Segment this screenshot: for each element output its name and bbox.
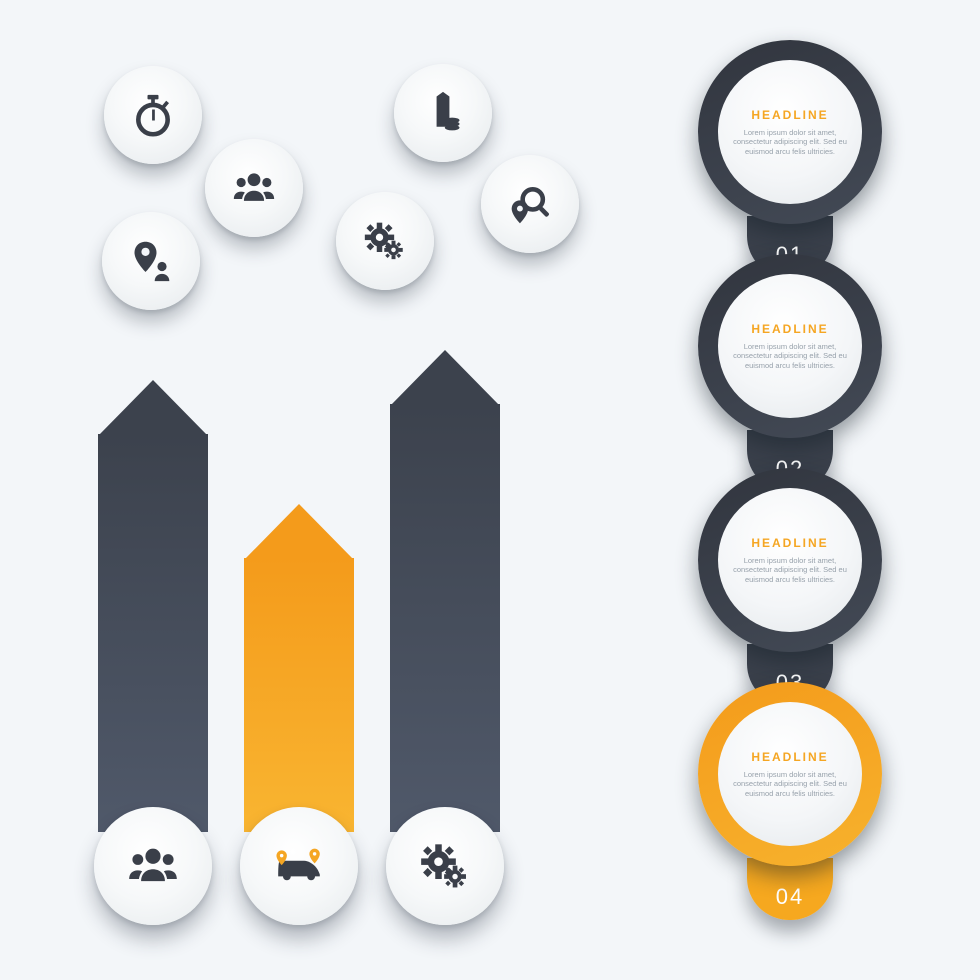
- timeline-number: 04: [776, 884, 804, 910]
- tower-coins-icon: [421, 91, 465, 135]
- timeline-inner: HEADLINE Lorem ipsum dolor sit amet, cons…: [718, 488, 862, 632]
- search-pin-icon: [508, 182, 552, 226]
- timeline-headline: HEADLINE: [751, 322, 828, 336]
- timeline-neck: 04: [747, 858, 833, 920]
- gears-icon: [363, 219, 407, 263]
- timeline-body: Lorem ipsum dolor sit amet, consectetur …: [731, 556, 849, 584]
- pin-person-icon: [129, 239, 173, 283]
- bar-1: [98, 434, 208, 832]
- icon-disc-gears: [336, 192, 434, 290]
- bar-2-base: [240, 807, 358, 925]
- delivery-icon: [273, 840, 325, 892]
- timeline-body: Lorem ipsum dolor sit amet, consectetur …: [731, 770, 849, 798]
- timeline-body: Lorem ipsum dolor sit amet, consectetur …: [731, 128, 849, 156]
- bar-1-base: [94, 807, 212, 925]
- timeline-inner: HEADLINE Lorem ipsum dolor sit amet, cons…: [718, 60, 862, 204]
- bar-3: [390, 404, 500, 832]
- stopwatch-icon: [131, 93, 175, 137]
- icon-disc-tower: [394, 64, 492, 162]
- timeline-inner: HEADLINE Lorem ipsum dolor sit amet, cons…: [718, 702, 862, 846]
- timeline-headline: HEADLINE: [751, 536, 828, 550]
- icon-disc-pin-person: [102, 212, 200, 310]
- timeline-headline: HEADLINE: [751, 108, 828, 122]
- icon-disc-people: [205, 139, 303, 237]
- timeline-headline: HEADLINE: [751, 750, 828, 764]
- bar-2: [244, 558, 354, 832]
- people-icon: [232, 166, 276, 210]
- timeline-inner: HEADLINE Lorem ipsum dolor sit amet, cons…: [718, 274, 862, 418]
- timeline-body: Lorem ipsum dolor sit amet, consectetur …: [731, 342, 849, 370]
- bar-3-base: [386, 807, 504, 925]
- gears-icon: [419, 840, 471, 892]
- icon-disc-search-pin: [481, 155, 579, 253]
- icon-disc-stopwatch: [104, 66, 202, 164]
- people-icon: [127, 840, 179, 892]
